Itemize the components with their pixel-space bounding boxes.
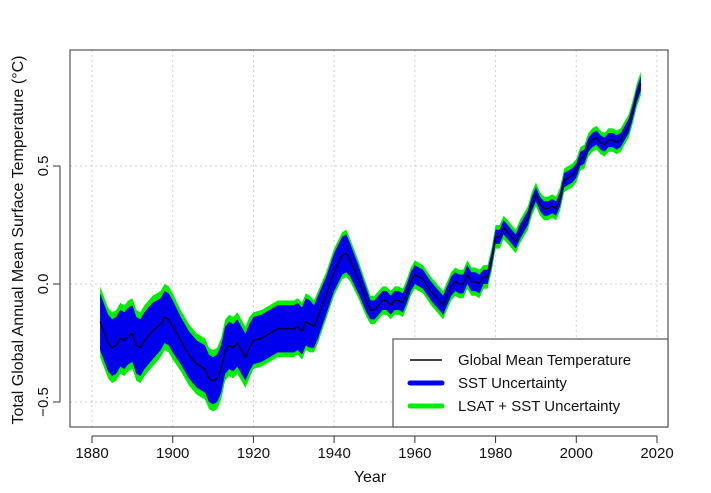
legend-label-lsat-sst: LSAT + SST Uncertainty [458,398,621,415]
y-axis: −0.5 0.0 0.5 [35,156,61,417]
x-tick-label: 1880 [75,445,108,462]
uncertainty-bands [100,71,641,412]
legend: Global Mean Temperature SST Uncertainty … [392,338,669,428]
plot-frame [69,49,669,428]
x-tick-label: 1940 [317,445,350,462]
y-tick-label: −0.5 [35,387,52,417]
x-axis-title: Year [354,469,387,486]
legend-label-mean: Global Mean Temperature [458,352,631,369]
global-mean-temperature-line [99,83,642,382]
x-tick-label: 2000 [560,445,593,462]
legend-label-sst: SST Uncertainty [458,375,567,392]
x-tick-label: 1980 [479,445,512,462]
band-sst-uncertainty [100,76,641,405]
x-tick-label: 1900 [156,445,189,462]
x-tick-label: 1920 [237,445,270,462]
x-tick-label: 2020 [640,445,673,462]
y-tick-label: 0.0 [35,274,52,295]
x-axis: 1880 1900 1920 1940 1960 1980 2000 2020 [75,435,674,462]
x-tick-label: 1960 [398,445,431,462]
y-tick-label: 0.5 [35,156,52,177]
mean-line-group [99,83,642,382]
y-axis-title: Total Global Annual Mean Surface Tempera… [10,56,27,425]
